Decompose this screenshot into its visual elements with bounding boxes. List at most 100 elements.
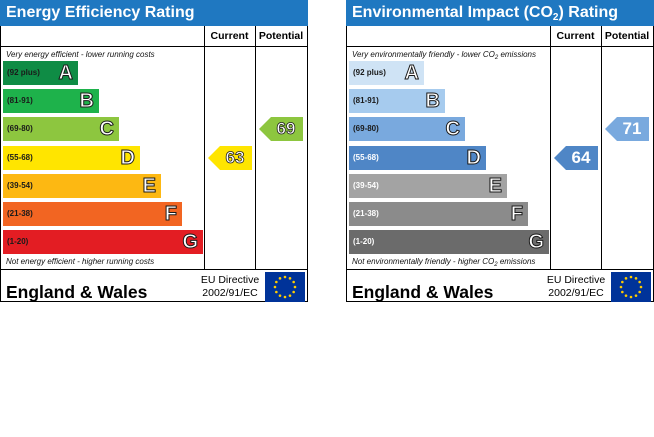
- eu-star: [283, 295, 287, 299]
- eu-star: [624, 277, 628, 280]
- rating-band-a: (92 plus) A: [349, 61, 424, 85]
- arrow-shape: [208, 145, 252, 170]
- region-label: England & Wales: [352, 282, 494, 302]
- band-range-label: (81-91): [353, 96, 379, 106]
- eu-star: [292, 290, 295, 294]
- eu-star: [288, 294, 292, 297]
- current-rating-arrow: 64: [554, 145, 598, 170]
- eu-star: [629, 295, 633, 299]
- band-letter: B: [79, 90, 94, 113]
- divider: [1, 269, 307, 270]
- divider: [347, 46, 653, 47]
- band-range-label: (92 plus): [7, 68, 40, 77]
- band-range-label: (92 plus): [353, 68, 386, 77]
- band-range-label: (55-68): [7, 152, 33, 162]
- rating-band-g: (1-20) G: [3, 230, 203, 255]
- eu-star: [629, 275, 633, 279]
- band-letter: C: [445, 118, 460, 141]
- top-note: Very environmentally friendly - lower CO…: [352, 50, 537, 61]
- rating-band-b: (81-91) B: [3, 89, 99, 114]
- band-range-label: (1-20): [353, 237, 375, 247]
- directive-line2: 2002/91/EC: [548, 287, 604, 299]
- eu-star: [624, 294, 628, 297]
- eu-star: [621, 280, 624, 284]
- arrow-shape: [259, 117, 303, 142]
- environmental-chart-frame: Current Potential Very environmentally f…: [346, 26, 654, 302]
- energy-efficiency-chart: Energy Efficiency Rating Current Potenti…: [0, 0, 308, 302]
- divider: [601, 26, 602, 269]
- eu-star: [638, 290, 641, 294]
- eu-star: [639, 285, 643, 289]
- rating-band-f: (21-38) F: [3, 202, 182, 226]
- rating-band-d: (55-68) D: [349, 145, 486, 170]
- potential-rating-value: 69: [276, 119, 296, 139]
- band-range-label: (21-38): [353, 209, 379, 218]
- current-rating-arrow: 63: [208, 145, 252, 170]
- band-letter: F: [510, 203, 523, 226]
- band-letter: G: [528, 231, 545, 254]
- eu-star: [621, 290, 624, 294]
- directive-line1: EU Directive: [200, 274, 260, 286]
- potential-column-header: Potential: [604, 30, 650, 42]
- divider: [347, 269, 653, 270]
- bottom-note: Not energy efficient - higher running co…: [6, 257, 155, 266]
- divider: [550, 26, 551, 269]
- region-label: England & Wales: [6, 282, 148, 302]
- band-letter: E: [142, 174, 156, 197]
- directive-line1: EU Directive: [546, 274, 606, 286]
- band-letter: F: [164, 203, 177, 226]
- potential-rating-arrow: 69: [259, 117, 303, 142]
- potential-column-header: Potential: [258, 30, 304, 42]
- rating-band-b: (81-91) B: [349, 89, 445, 114]
- potential-rating-arrow: 71: [605, 117, 649, 142]
- band-letter: A: [58, 62, 73, 85]
- band-range-label: (69-80): [353, 124, 379, 134]
- eu-star: [283, 275, 287, 279]
- eu-directive: EU Directive 2002/91/EC: [197, 274, 263, 300]
- divider: [1, 46, 307, 47]
- eu-star: [278, 294, 282, 297]
- rating-band-d: (55-68) D: [3, 145, 140, 170]
- eu-star: [275, 280, 278, 284]
- rating-band-c: (69-80) C: [3, 117, 119, 142]
- divider: [255, 26, 256, 269]
- eu-star: [638, 280, 641, 284]
- eu-star: [273, 285, 277, 289]
- band-letter: B: [425, 90, 440, 113]
- eu-star: [278, 277, 282, 280]
- potential-rating-value: 71: [622, 119, 642, 139]
- eu-star: [288, 277, 292, 280]
- rating-band-e: (39-54) E: [349, 173, 507, 198]
- directive-line2: 2002/91/EC: [202, 287, 258, 299]
- band-letter: A: [404, 62, 419, 85]
- band-letter: E: [488, 174, 502, 197]
- arrow-shape: [554, 145, 598, 170]
- band-letter: G: [182, 231, 199, 254]
- band-range-label: (69-80): [7, 124, 33, 134]
- eu-flag-icon: [611, 272, 651, 302]
- band-range-label: (21-38): [7, 209, 33, 218]
- eu-star: [275, 290, 278, 294]
- eu-star: [634, 294, 638, 297]
- eu-star: [292, 280, 295, 284]
- divider: [204, 26, 205, 269]
- top-note: Very energy efficient - lower running co…: [6, 50, 155, 59]
- rating-band-a: (92 plus) A: [3, 61, 78, 85]
- eu-star: [619, 285, 623, 289]
- band-range-label: (39-54): [7, 180, 33, 190]
- rating-band-c: (69-80) C: [349, 117, 465, 142]
- rating-band-f: (21-38) F: [349, 202, 528, 226]
- energy-chart-title: Energy Efficiency Rating: [0, 0, 308, 26]
- band-range-label: (81-91): [7, 96, 33, 106]
- band-letter: D: [466, 146, 481, 169]
- current-rating-value: 64: [571, 147, 591, 167]
- rating-band-e: (39-54) E: [3, 173, 161, 198]
- eu-flag-icon: [265, 272, 305, 302]
- eu-directive: EU Directive 2002/91/EC: [543, 274, 609, 300]
- band-range-label: (39-54): [353, 180, 379, 190]
- current-column-header: Current: [556, 30, 595, 42]
- eu-star: [634, 277, 638, 280]
- rating-band-g: (1-20) G: [349, 230, 549, 255]
- current-column-header: Current: [210, 30, 249, 42]
- bottom-note: Not environmentally friendly - higher CO…: [352, 257, 536, 268]
